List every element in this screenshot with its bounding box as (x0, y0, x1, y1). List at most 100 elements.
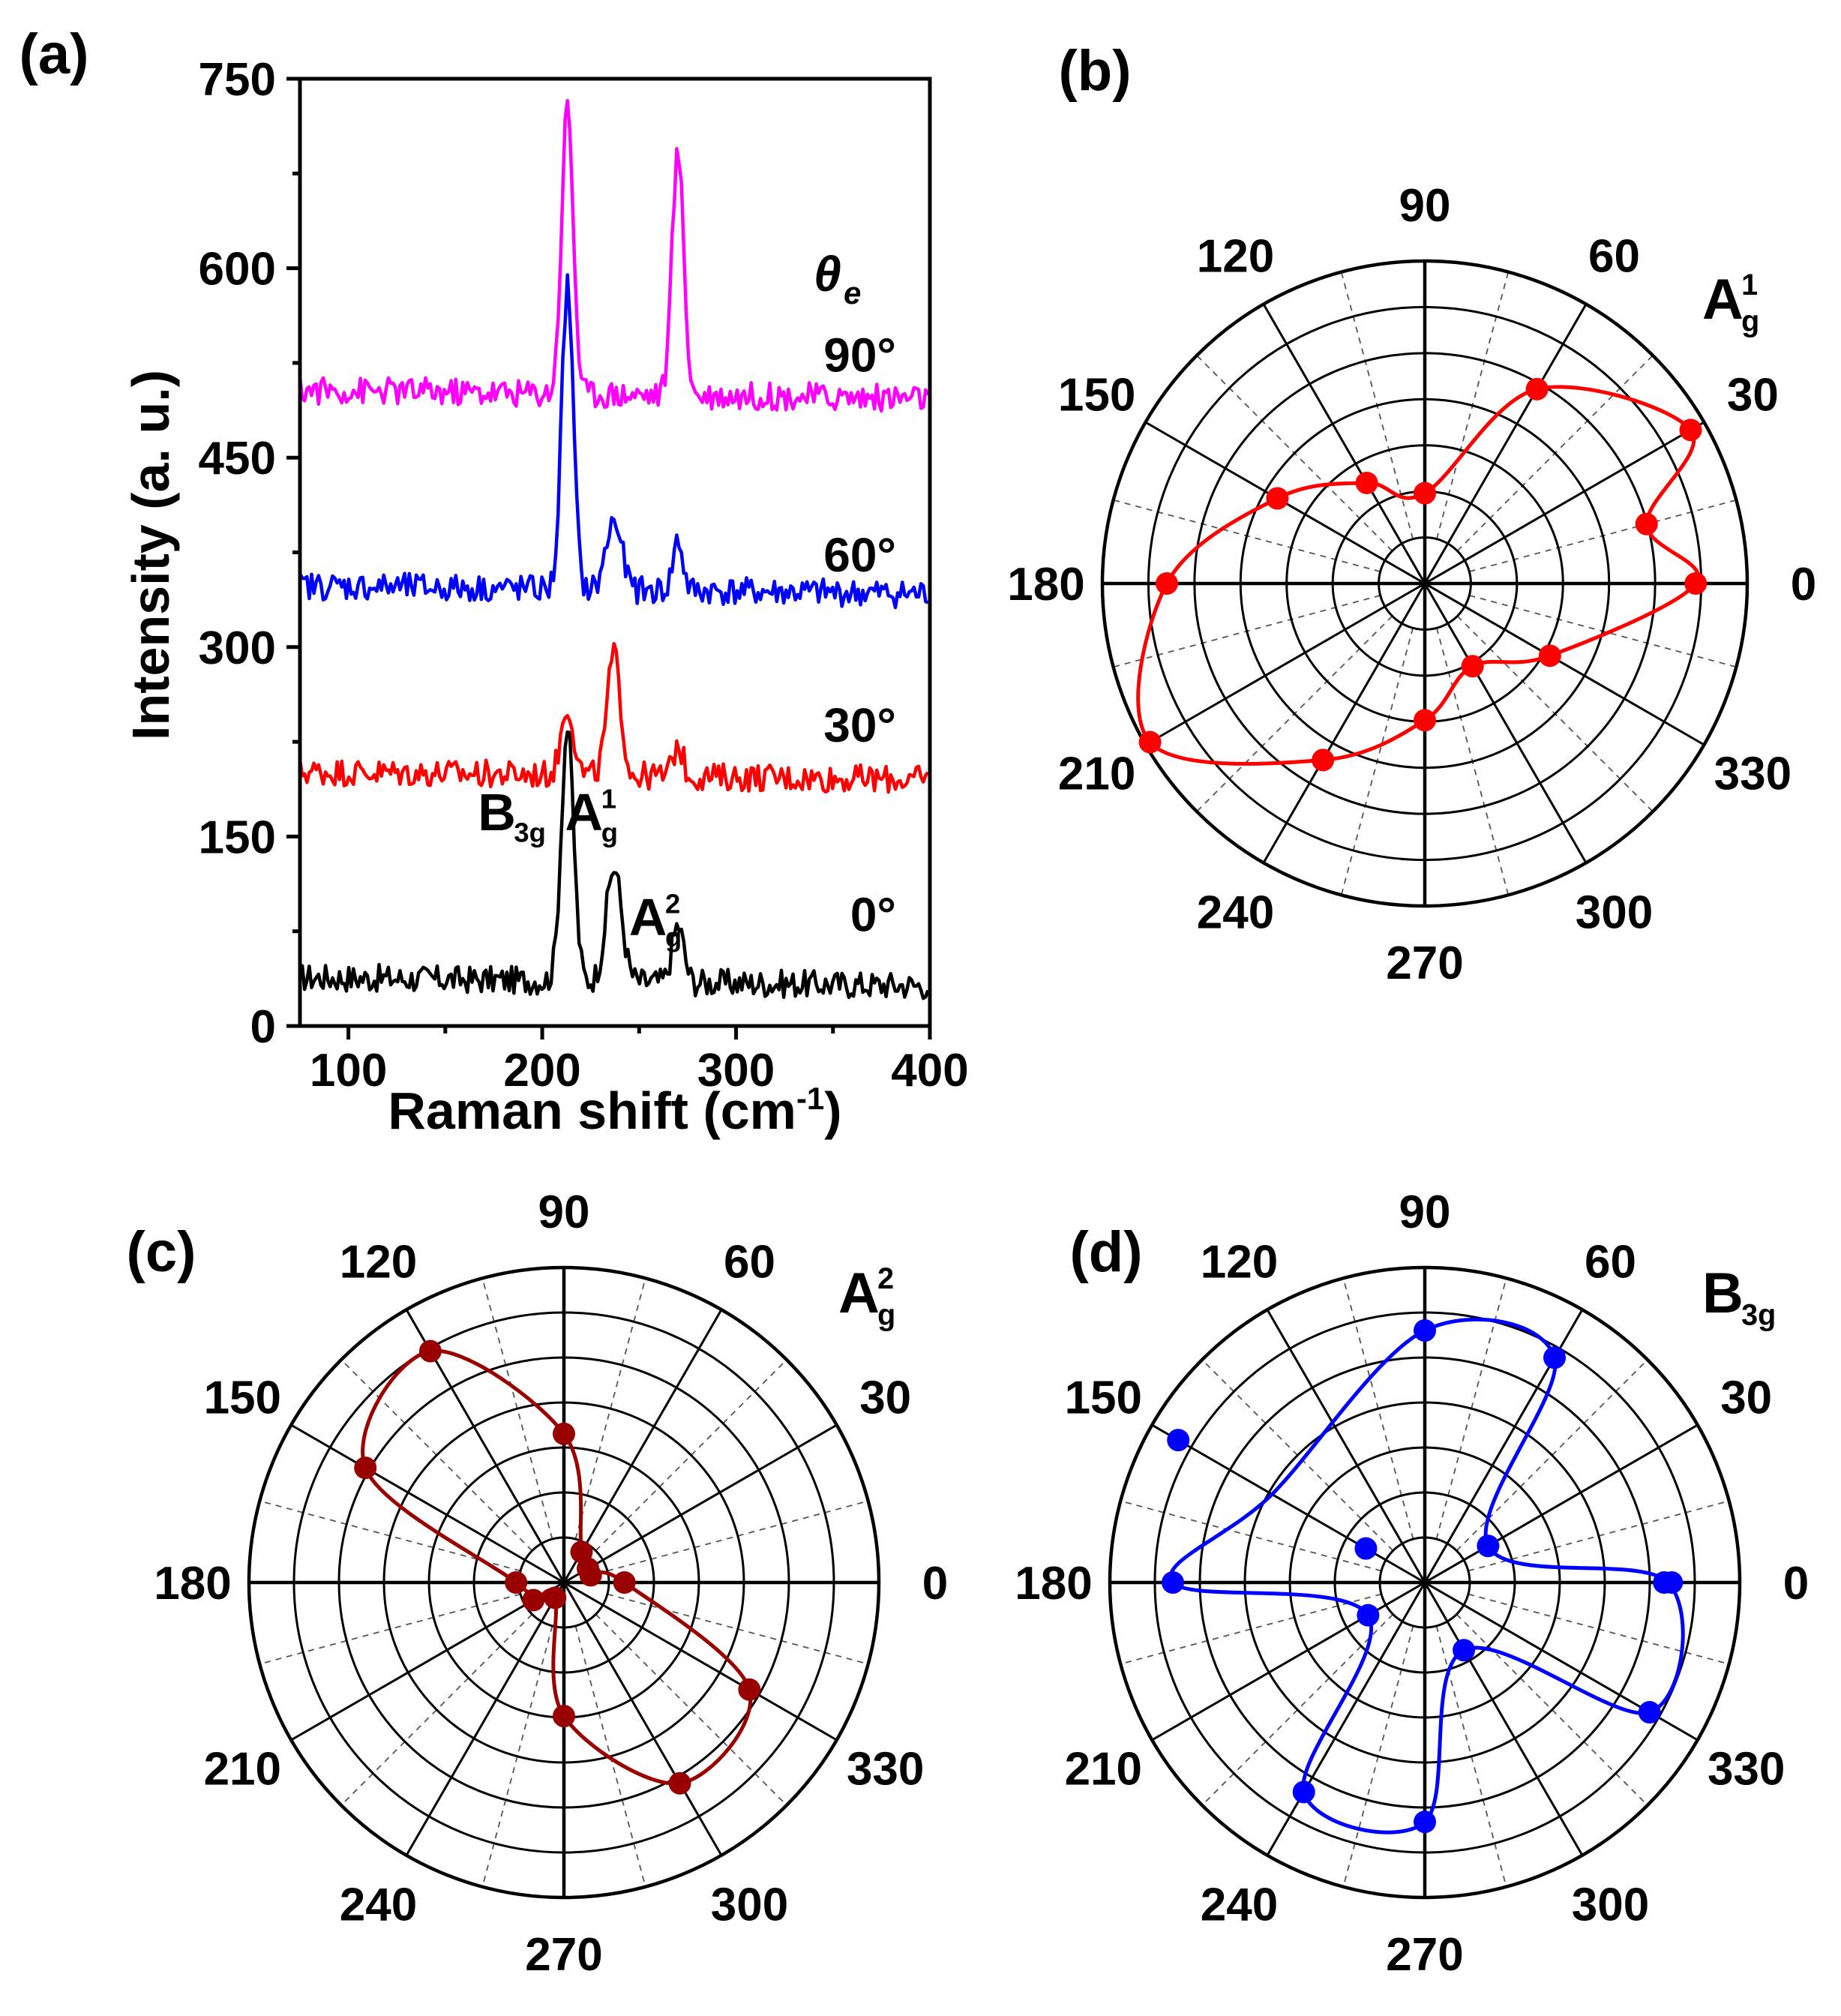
angle-label-210: 210 (1058, 748, 1135, 800)
angle-label-150: 150 (1065, 1372, 1142, 1424)
peak-label-0: B3g (478, 783, 546, 848)
angle-label-270: 270 (1386, 938, 1463, 989)
raman-spectra-chart: 0° 30° 60° 90° 100 200 300 400 0 150 300 450 600 750 R… (121, 54, 969, 1140)
data-point-6 (354, 1456, 377, 1480)
series-label-0: 0° (850, 888, 896, 942)
fit-curve (1136, 385, 1700, 766)
angle-label-0: 0 (1783, 1558, 1809, 1610)
spoke (1424, 582, 1705, 746)
series-label-2: 60° (823, 528, 896, 582)
spoke (290, 1424, 565, 1584)
angle-label-330: 330 (1708, 1744, 1785, 1796)
x-tick-label: 200 (503, 1045, 580, 1096)
angle-label-300: 300 (1572, 1880, 1649, 1931)
data-point-0 (1684, 572, 1708, 595)
data-point-5 (1355, 471, 1378, 494)
svg-text:A: A (629, 888, 667, 946)
polar-chart-b: 0 30 60 90 120 150 180 210 240 270 300 330 A1g (1007, 180, 1816, 989)
y-tick-label: 150 (199, 812, 276, 863)
ring (1100, 259, 1750, 908)
spoke (1423, 583, 1588, 864)
angle-label-120: 120 (340, 1236, 417, 1288)
svg-text:B: B (1702, 1262, 1744, 1325)
data-point-7 (1156, 572, 1178, 595)
data-point-11 (1461, 655, 1484, 678)
y-tick-label: 750 (199, 54, 276, 106)
angle-label-0: 0 (922, 1558, 948, 1610)
angle-label-240: 240 (340, 1880, 417, 1931)
svg-text:g: g (1741, 305, 1759, 338)
data-point-2 (1477, 1534, 1500, 1558)
angle-label-180: 180 (154, 1558, 231, 1610)
angle-label-30: 30 (1720, 1372, 1772, 1424)
data-point-8 (1138, 730, 1162, 754)
angle-label-330: 330 (847, 1744, 924, 1796)
angle-label-300: 300 (1576, 886, 1653, 938)
data-point-10 (553, 1705, 575, 1728)
ring (337, 1356, 790, 1809)
data-point-12 (1638, 1701, 1661, 1724)
y-axis-title: Intensity (a. u.) (121, 370, 180, 740)
spoke (563, 1424, 838, 1584)
data-point-0 (613, 1571, 636, 1594)
data-point-9 (1292, 1780, 1315, 1804)
x-tick-label: 100 (310, 1045, 387, 1096)
y-tick-label: 0 (250, 1001, 276, 1053)
panel-label-d: (d) (1069, 1220, 1142, 1284)
svg-text:A: A (565, 783, 604, 842)
data-point-6 (1266, 487, 1289, 510)
data-point-3 (570, 1540, 593, 1564)
svg-text:2: 2 (877, 1262, 894, 1295)
series-line-2 (298, 273, 929, 610)
svg-text:A: A (1702, 268, 1744, 332)
series-line-1 (298, 641, 930, 794)
data-point-6 (1167, 1429, 1190, 1452)
angle-label-60: 60 (1585, 1236, 1636, 1288)
ring (1198, 1356, 1651, 1809)
ring (1378, 1536, 1471, 1629)
ring (1288, 1446, 1561, 1719)
data-point-11 (1453, 1639, 1476, 1662)
svg-text:g: g (601, 817, 618, 848)
series-line-3 (298, 98, 930, 413)
peak-label-1: A1g (565, 783, 618, 848)
angle-label-30: 30 (859, 1372, 911, 1424)
x-tick-label: 300 (697, 1045, 775, 1096)
data-point-3 (1543, 1346, 1567, 1370)
svg-text:g: g (665, 922, 682, 952)
angle-label-60: 60 (724, 1236, 775, 1288)
series-label-1: 30° (823, 698, 896, 752)
data-point-4 (553, 1422, 575, 1445)
ring (292, 1311, 835, 1854)
svg-text:2: 2 (665, 888, 680, 919)
ring (247, 1265, 881, 1900)
data-point-7 (1162, 1571, 1184, 1594)
svg-text:A: A (838, 1262, 880, 1325)
data-point-12 (738, 1678, 761, 1701)
mode-label-c: A2 g (838, 1262, 895, 1332)
spoke (290, 1581, 565, 1742)
spoke (1424, 421, 1705, 585)
peak-label-2: A2g (629, 888, 682, 952)
data-point-4 (1414, 1319, 1436, 1342)
y-tick-label: 600 (199, 244, 276, 296)
data-point-1 (1653, 1571, 1676, 1594)
angle-label-60: 60 (1588, 231, 1640, 283)
data-point-7 (505, 1571, 528, 1594)
angle-label-210: 210 (1065, 1744, 1142, 1796)
fit-curve (1168, 1317, 1685, 1834)
panel-label-c: (c) (127, 1220, 196, 1284)
ring (1239, 398, 1611, 770)
spoke (1262, 303, 1426, 584)
data-point-12 (1538, 644, 1561, 668)
angle-label-240: 240 (1197, 886, 1274, 938)
x-axis-title: Raman shift (cm-1) (388, 1081, 841, 1140)
angle-label-150: 150 (204, 1372, 281, 1424)
ring (1193, 352, 1657, 815)
angle-label-90: 90 (538, 1186, 590, 1238)
mode-label-d: B3g (1702, 1262, 1776, 1332)
angle-label-30: 30 (1727, 370, 1779, 422)
panel-label-a: (a) (19, 22, 89, 86)
angle-label-120: 120 (1201, 1236, 1278, 1288)
spoke (563, 1581, 838, 1742)
